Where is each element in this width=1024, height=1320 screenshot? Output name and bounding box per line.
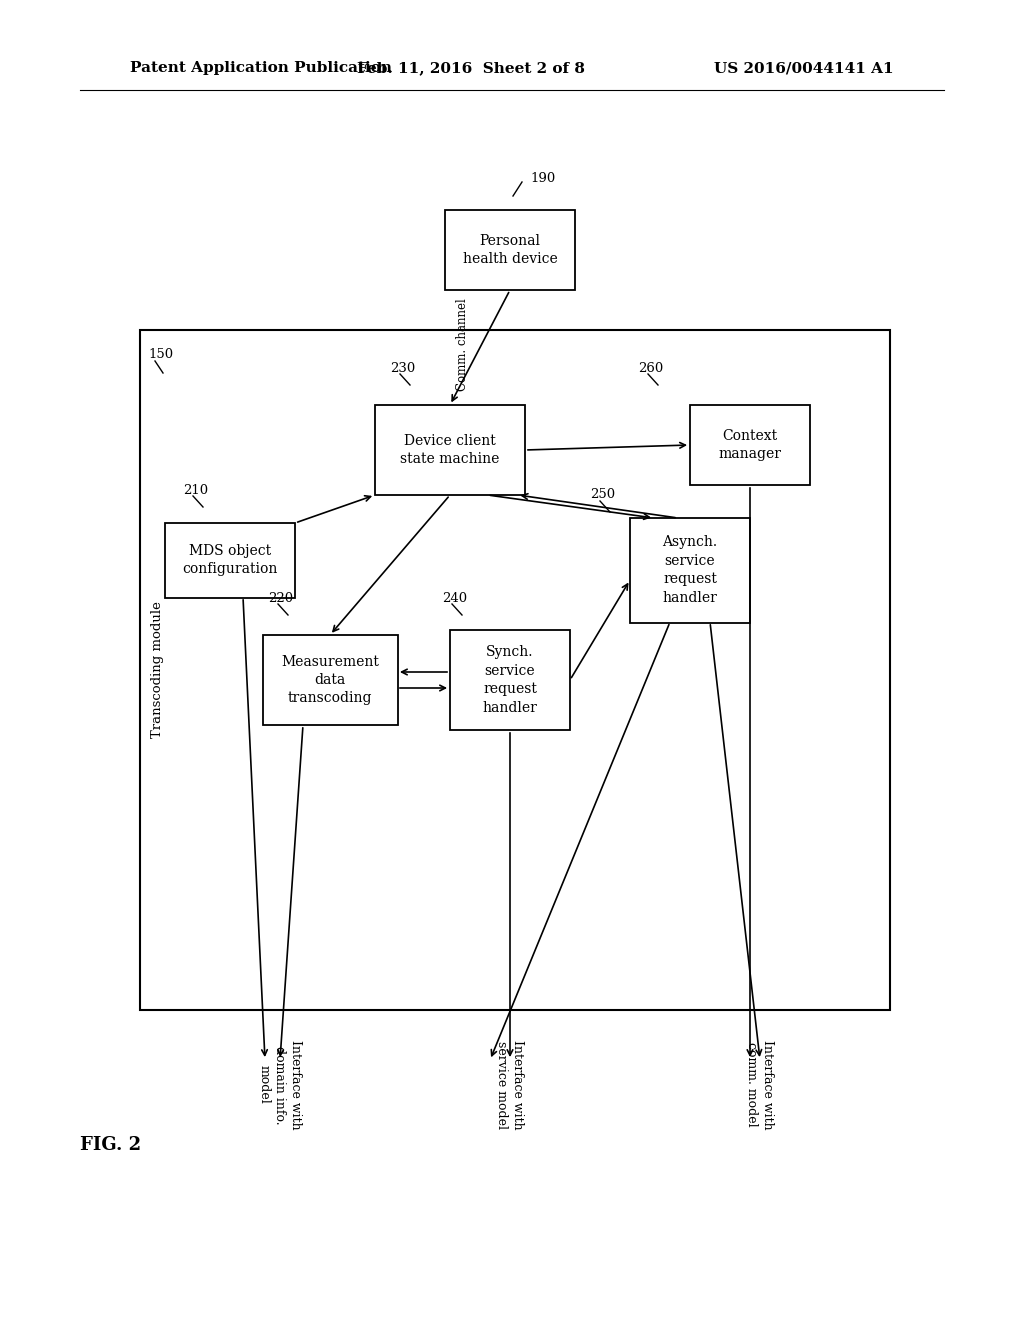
Text: Comm. channel: Comm. channel [456, 298, 469, 391]
Text: Interface with
comm. model: Interface with comm. model [745, 1040, 774, 1130]
Text: 240: 240 [442, 591, 467, 605]
Bar [375, 405, 525, 495]
Text: 210: 210 [183, 483, 208, 496]
Text: 250: 250 [590, 488, 615, 502]
Text: Measurement
data
transcoding: Measurement data transcoding [281, 655, 379, 705]
Bar [630, 517, 750, 623]
Text: 230: 230 [390, 362, 416, 375]
Text: 190: 190 [530, 172, 555, 185]
Text: Interface with
service model: Interface with service model [496, 1040, 524, 1130]
Bar [450, 630, 570, 730]
Text: Interface with
domain info.
model: Interface with domain info. model [257, 1040, 302, 1130]
Text: Synch.
service
request
handler: Synch. service request handler [482, 645, 538, 714]
Text: Asynch.
service
request
handler: Asynch. service request handler [663, 536, 718, 605]
Text: MDS object
configuration: MDS object configuration [182, 544, 278, 577]
Text: 220: 220 [268, 591, 293, 605]
Text: Personal
health device: Personal health device [463, 234, 557, 267]
Text: Feb. 11, 2016  Sheet 2 of 8: Feb. 11, 2016 Sheet 2 of 8 [357, 61, 585, 75]
Bar [262, 635, 397, 725]
Text: 260: 260 [638, 362, 664, 375]
Text: Device client
state machine: Device client state machine [400, 434, 500, 466]
Text: US 2016/0044141 A1: US 2016/0044141 A1 [715, 61, 894, 75]
Text: Context
manager: Context manager [719, 429, 781, 461]
Text: Patent Application Publication: Patent Application Publication [130, 61, 392, 75]
Bar [140, 330, 890, 1010]
Text: Transcoding module: Transcoding module [152, 602, 165, 738]
Bar [165, 523, 295, 598]
Text: 150: 150 [148, 348, 173, 362]
Bar [445, 210, 575, 290]
Text: FIG. 2: FIG. 2 [80, 1137, 141, 1154]
Bar [690, 405, 810, 484]
